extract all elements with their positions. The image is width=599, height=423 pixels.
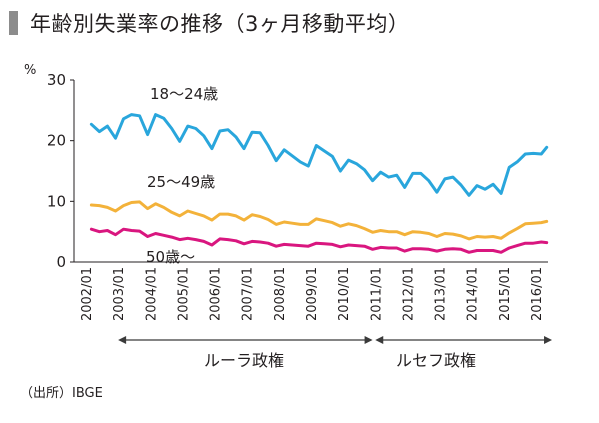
x-tick-label: 2009/01 bbox=[305, 267, 320, 321]
series-label-18-24: 18〜24歳 bbox=[150, 85, 218, 103]
series-line-50-plus bbox=[89, 227, 549, 254]
x-tick-label: 2008/01 bbox=[273, 267, 288, 321]
era-lula-arrow-left-head bbox=[118, 336, 127, 344]
series-line-18-24 bbox=[89, 113, 549, 197]
x-tick-label: 2005/01 bbox=[176, 267, 191, 321]
source-note: （出所）IBGE bbox=[20, 386, 103, 401]
era-rousseff-arrow-left-head bbox=[375, 336, 384, 344]
x-tick-label: 2004/01 bbox=[144, 267, 159, 321]
chart-title-block: 年齢別失業率の推移（3ヶ月移動平均） bbox=[9, 6, 409, 40]
y-tick-label: 10 bbox=[47, 192, 66, 210]
x-tick-label: 2013/01 bbox=[434, 267, 449, 321]
series-label-25-49: 25〜49歳 bbox=[147, 173, 215, 191]
era-label-rousseff: ルセフ政権 bbox=[396, 351, 476, 370]
era-label-lula: ルーラ政権 bbox=[204, 351, 284, 370]
x-tick-label: 2011/01 bbox=[369, 267, 384, 321]
y-tick-label: 30 bbox=[47, 71, 66, 89]
x-tick-label: 2016/01 bbox=[530, 267, 545, 321]
x-tick-label: 2015/01 bbox=[498, 267, 513, 321]
x-tick-label: 2007/01 bbox=[241, 267, 256, 321]
x-tick-label: 2012/01 bbox=[401, 267, 416, 321]
era-rousseff-arrow-right-head bbox=[544, 336, 553, 344]
y-tick-label: 0 bbox=[56, 253, 66, 271]
chart-title: 年齢別失業率の推移（3ヶ月移動平均） bbox=[30, 12, 410, 36]
series-line-25-49 bbox=[89, 200, 549, 241]
y-tick-label: 20 bbox=[47, 132, 66, 150]
y-axis-unit-label: % bbox=[24, 63, 36, 78]
x-tick-label: 2003/01 bbox=[112, 267, 127, 321]
x-tick-label: 2006/01 bbox=[209, 267, 224, 321]
x-tick-label: 2002/01 bbox=[80, 267, 95, 321]
era-lula-arrow-right-head bbox=[364, 336, 373, 344]
title-accent-bar bbox=[9, 11, 18, 35]
x-tick-label: 2010/01 bbox=[337, 267, 352, 321]
series-label-50-plus: 50歳〜 bbox=[146, 248, 195, 266]
x-tick-label: 2014/01 bbox=[466, 267, 481, 321]
